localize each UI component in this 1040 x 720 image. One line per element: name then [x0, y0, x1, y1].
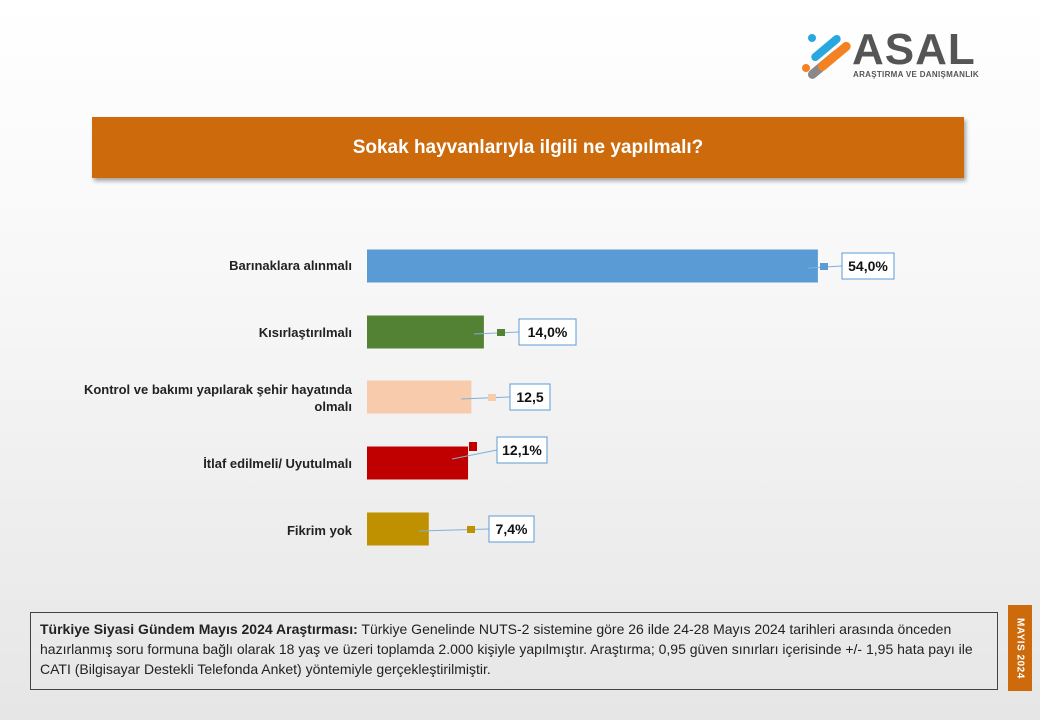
- note-title: Türkiye Siyasi Gündem Mayıs 2024 Araştır…: [40, 621, 358, 637]
- leader-line: [461, 396, 511, 400]
- data-label: 14,0%: [528, 324, 568, 340]
- data-label: 12,1%: [502, 442, 542, 458]
- data-label-box: [518, 318, 577, 346]
- leader-line: [473, 331, 520, 335]
- logo-subtitle: ARAŞTIRMA VE DANIŞMANLIK: [853, 70, 980, 79]
- label-key: [467, 526, 475, 533]
- leader-line: [418, 528, 490, 532]
- data-label-box: [841, 252, 895, 280]
- label-key: [488, 394, 496, 401]
- data-label-box: [488, 515, 535, 543]
- chart-title-box: Sokak hayvanlarıyla ilgili ne yapılmalı?: [92, 117, 964, 178]
- data-label-box: [509, 383, 551, 411]
- category-label: Fikrim yok: [286, 523, 352, 538]
- data-label: 12,5: [516, 389, 543, 405]
- methodology-note: Türkiye Siyasi Gündem Mayıs 2024 Araştır…: [30, 612, 998, 690]
- bar: [367, 315, 484, 349]
- note-text: Türkiye Genelinde NUTS-2 sistemine göre …: [40, 621, 973, 677]
- bar: [367, 249, 818, 283]
- bar: [367, 512, 429, 546]
- category-label: İtlaf edilmeli/ Uyutulmalı: [203, 456, 352, 471]
- date-tab: MAYIS 2024: [1008, 605, 1032, 691]
- label-key: [497, 329, 505, 336]
- data-label: 7,4%: [496, 521, 528, 537]
- label-key: [469, 442, 477, 451]
- category-label: Kontrol ve bakımı yapılarak şehir hayatı…: [83, 382, 352, 414]
- logo-name: ASAL: [852, 25, 976, 74]
- category-label: Barınaklara alınmalı: [229, 258, 352, 273]
- category-label: Kısırlaştırılmalı: [258, 325, 352, 340]
- chart-title: Sokak hayvanlarıyla ilgili ne yapılmalı?: [352, 136, 704, 158]
- data-label: 54,0%: [848, 258, 888, 274]
- asal-logo-icon: [802, 34, 851, 79]
- data-label-box: [496, 436, 548, 464]
- bar: [367, 380, 472, 414]
- label-key: [820, 263, 828, 270]
- bar: [367, 446, 469, 480]
- leader-line: [451, 449, 498, 460]
